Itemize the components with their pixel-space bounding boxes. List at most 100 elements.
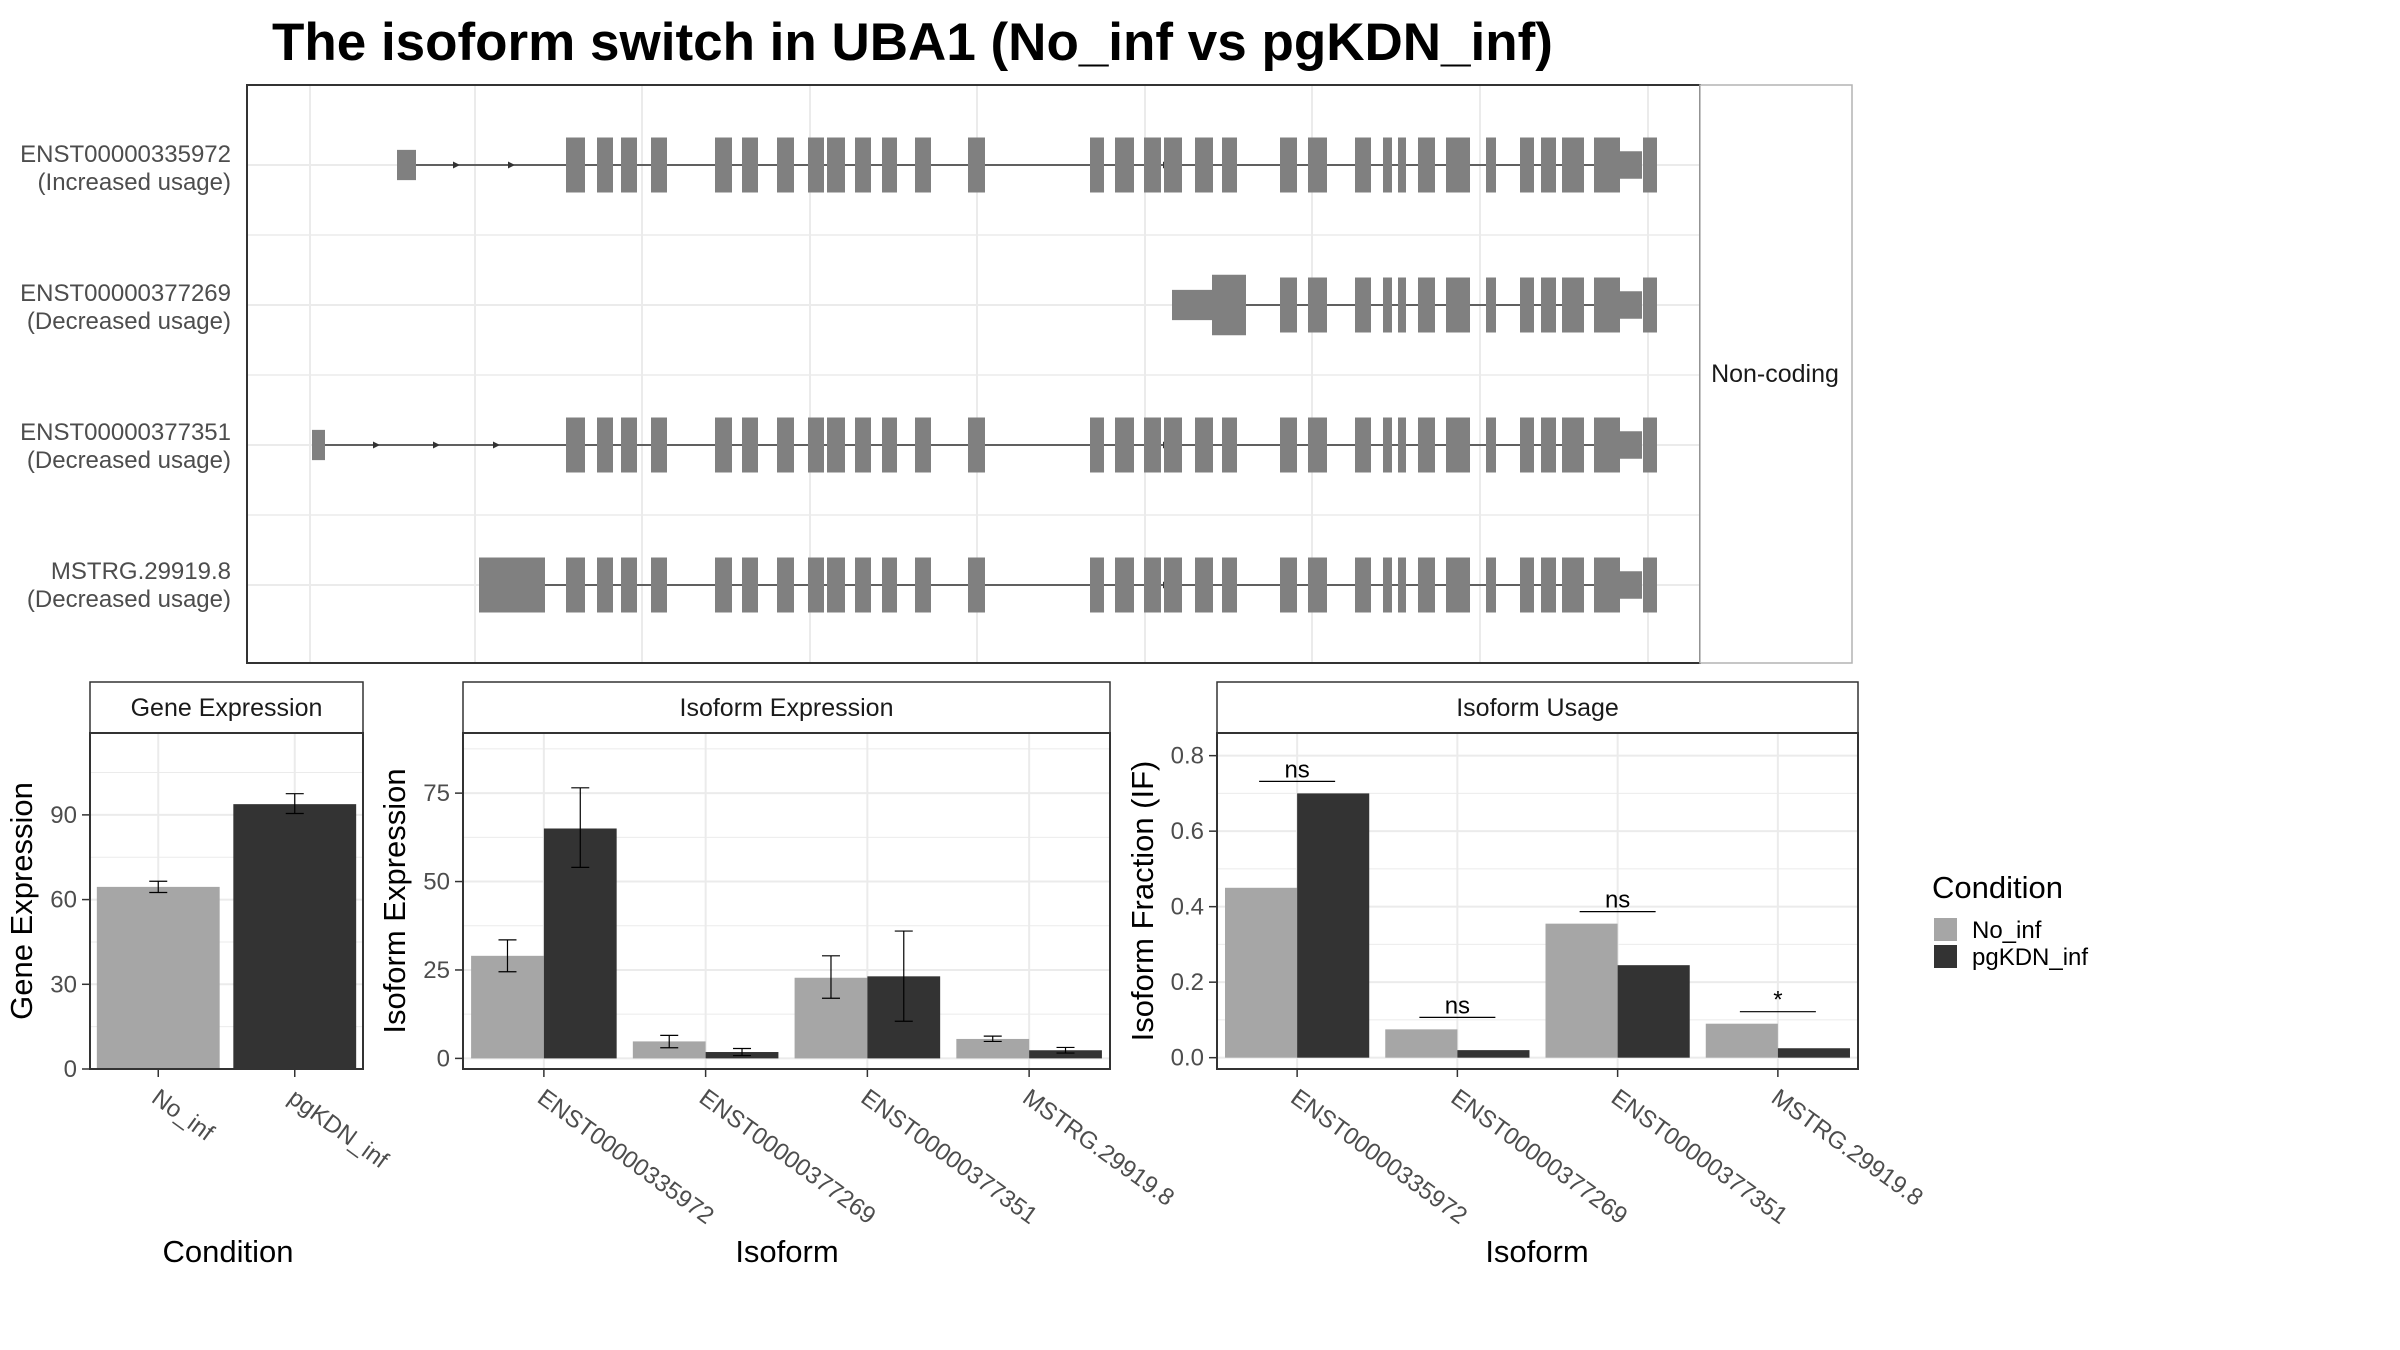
exon (597, 417, 613, 473)
exon (882, 417, 897, 473)
direction-arrow (453, 161, 460, 169)
x-tick-label: MSTRG.29919.8 (1018, 1084, 1180, 1212)
exon (651, 417, 667, 473)
isoform-usage-border (1216, 732, 1859, 1070)
exon (1398, 277, 1406, 333)
exon (621, 417, 637, 473)
transcript-panel: Non-coding ENST00000335972 (Increased us… (20, 84, 1853, 664)
exon (1446, 557, 1470, 613)
plot-title: The isoform switch in UBA1 (No_inf vs pg… (272, 13, 1553, 72)
exon (566, 557, 585, 613)
direction-arrow (508, 161, 515, 169)
legend-key-pgkdn-inf (1934, 945, 1957, 968)
exon (1355, 137, 1371, 193)
isoform-usage-panel: Isoform Usage ns ns ns * 0.0 0.2 0.4 0.6 0.8 ENS… (1125, 681, 1928, 1269)
exon (1195, 417, 1213, 473)
isoform-usage-y-title: Isoform Fraction (IF) (1125, 761, 1160, 1042)
isoform-expression-y-title: Isoform Expression (377, 768, 412, 1033)
exon (1090, 557, 1104, 613)
bar (96, 886, 220, 1069)
exon (1383, 557, 1392, 613)
exon (1212, 274, 1246, 336)
transcript-usage: (Decreased usage) (27, 586, 231, 613)
isoform-expression-border (462, 732, 1111, 1070)
transcript-structure-4 (479, 557, 1657, 613)
exon (715, 137, 732, 193)
strip-label: Gene Expression (131, 694, 323, 722)
exon (479, 557, 545, 613)
x-tick-label: No_inf (147, 1084, 219, 1147)
exon (1280, 277, 1297, 333)
bar (1385, 1029, 1458, 1058)
exon (742, 557, 758, 613)
exon (1418, 417, 1435, 473)
exon (808, 137, 824, 193)
exon (621, 557, 637, 613)
legend-title: Condition (1932, 870, 2063, 905)
x-tick-label: ENST00000377351 (856, 1084, 1042, 1230)
exon (1383, 137, 1392, 193)
exon (1418, 557, 1435, 613)
transcript-usage: (Decreased usage) (27, 447, 231, 474)
exon (1643, 417, 1657, 473)
exon (1446, 277, 1470, 333)
exon (1090, 417, 1104, 473)
bar (1029, 1050, 1102, 1059)
exon (597, 557, 613, 613)
bar (632, 1041, 706, 1059)
exon (1446, 137, 1470, 193)
exon (1562, 557, 1584, 613)
strip-isoform-usage (1216, 681, 1859, 734)
exon (855, 557, 871, 613)
transcript-structure-1 (397, 137, 1657, 193)
exon (1280, 417, 1297, 473)
exon (915, 557, 931, 613)
gene-expression-bars (96, 793, 357, 1069)
y-tick-label: 25 (423, 957, 450, 984)
y-tick-label: 50 (423, 869, 450, 896)
bar (956, 1038, 1030, 1059)
significance-label: ns (1284, 756, 1309, 783)
y-tick-label: 0 (437, 1045, 450, 1072)
exon (621, 137, 637, 193)
significance-label: ns (1605, 887, 1630, 914)
exon (742, 137, 758, 193)
exon (1541, 557, 1556, 613)
exon (1398, 557, 1406, 613)
exon (1520, 137, 1534, 193)
strip-isoform-expression (462, 681, 1111, 734)
exon (1195, 557, 1213, 613)
exon (777, 137, 794, 193)
exon (777, 417, 794, 473)
facet-strip (1699, 84, 1853, 664)
exon (1195, 137, 1213, 193)
exon (1562, 417, 1584, 473)
exon (1383, 417, 1392, 473)
transcript-label-4: MSTRG.29919.8 (Decreased usage) (27, 558, 231, 613)
exon (1308, 417, 1327, 473)
strip-label: Isoform Usage (1456, 694, 1619, 722)
isoform-expression-panel: Isoform Expression 0 25 50 75 ENST0000033597… (377, 681, 1180, 1269)
exon (1486, 417, 1496, 473)
isoform-usage-x-title: Isoform (1485, 1234, 1588, 1269)
bar (1705, 1023, 1778, 1058)
exon (1486, 137, 1496, 193)
exon (1486, 557, 1496, 613)
transcript-usage: (Increased usage) (38, 169, 231, 196)
bar (1225, 887, 1298, 1058)
exon (1520, 557, 1534, 613)
gene-expression-border (89, 732, 364, 1070)
transcript-id: ENST00000335972 (20, 141, 231, 168)
y-tick-label: 0.6 (1171, 818, 1204, 845)
y-tick-label: 0.8 (1171, 743, 1204, 770)
exon (1164, 417, 1182, 473)
bar (233, 804, 357, 1069)
strip-label: Isoform Expression (680, 694, 894, 722)
exon (742, 417, 758, 473)
exon (915, 137, 931, 193)
exon (1115, 557, 1134, 613)
y-tick-label: 0.0 (1171, 1045, 1204, 1072)
exon (827, 557, 845, 613)
exon (1541, 417, 1556, 473)
